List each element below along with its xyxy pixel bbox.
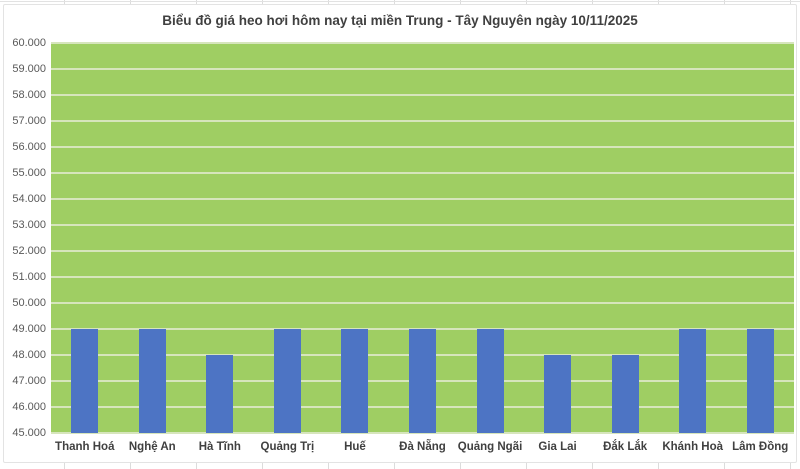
y-tick-label: 59.000 xyxy=(12,63,46,75)
x-tick-label: Quảng Trị xyxy=(260,441,315,453)
y-tick-label: 55.000 xyxy=(12,167,46,179)
y-tick-label: 57.000 xyxy=(12,115,46,127)
y-tick-label: 46.000 xyxy=(12,401,46,413)
y-tick-label: 45.000 xyxy=(12,427,46,439)
gridline xyxy=(51,198,794,200)
gridline xyxy=(51,172,794,174)
x-tick-label: Thanh Hoá xyxy=(55,441,115,453)
chart-bar[interactable] xyxy=(206,355,234,433)
chart-bar[interactable] xyxy=(476,329,504,433)
gridline xyxy=(51,432,794,434)
chart-canvas[interactable]: Biểu đồ giá heo hơi hôm nay tại miền Tru… xyxy=(3,4,797,463)
chart-bar[interactable] xyxy=(71,329,99,433)
gridline xyxy=(51,224,794,226)
x-tick-label: Khánh Hoà xyxy=(662,441,724,453)
y-tick-label: 47.000 xyxy=(12,375,46,387)
y-tick-label: 49.000 xyxy=(12,323,46,335)
x-tick-label: Đà Nẵng xyxy=(399,441,446,453)
y-tick-label: 48.000 xyxy=(12,349,46,361)
gridline xyxy=(51,302,794,304)
y-tick-label: 51.000 xyxy=(12,271,46,283)
gridline xyxy=(51,276,794,278)
gridline xyxy=(51,68,794,70)
x-tick-label: Nghệ An xyxy=(128,441,176,453)
y-axis: 45.000 46.000 47.000 48.000 49.000 50.000 51.0… xyxy=(4,37,46,439)
y-tick-label: 56.000 xyxy=(12,141,46,153)
chart-bar[interactable] xyxy=(679,329,707,433)
chart-bar[interactable] xyxy=(746,329,774,433)
chart-bar[interactable] xyxy=(611,355,639,433)
x-tick-label: Lâm Đồng xyxy=(732,441,789,453)
y-tick-label: 60.000 xyxy=(12,37,46,49)
chart-bar[interactable] xyxy=(409,329,436,433)
chart-bar[interactable] xyxy=(273,329,301,433)
x-tick-label: Quảng Ngãi xyxy=(457,441,523,453)
x-tick-label: Huế xyxy=(344,441,366,453)
chart-bar[interactable] xyxy=(544,355,572,433)
y-tick-label: 50.000 xyxy=(12,297,46,309)
plot-area xyxy=(51,42,794,434)
x-tick-label: Gia Lai xyxy=(538,441,577,453)
gridline xyxy=(51,42,794,44)
x-tick-label: Đắk Lắk xyxy=(603,441,648,453)
y-tick-label: 53.000 xyxy=(12,219,46,231)
x-axis: Thanh Hoá Nghệ An Hà Tĩnh Quảng Trị Huế Đà Nẵ… xyxy=(51,435,794,459)
gridline xyxy=(51,146,794,148)
chart-bar[interactable] xyxy=(138,329,166,433)
gridline xyxy=(51,94,794,96)
chart-bar[interactable] xyxy=(341,329,369,433)
gridline xyxy=(51,250,794,252)
chart-title: Biểu đồ giá heo hơi hôm nay tại miền Tru… xyxy=(162,13,638,28)
x-tick-label: Hà Tĩnh xyxy=(198,441,241,453)
y-tick-label: 52.000 xyxy=(12,245,46,257)
gridline xyxy=(51,120,794,122)
y-tick-label: 58.000 xyxy=(12,89,46,101)
y-tick-label: 54.000 xyxy=(12,193,46,205)
